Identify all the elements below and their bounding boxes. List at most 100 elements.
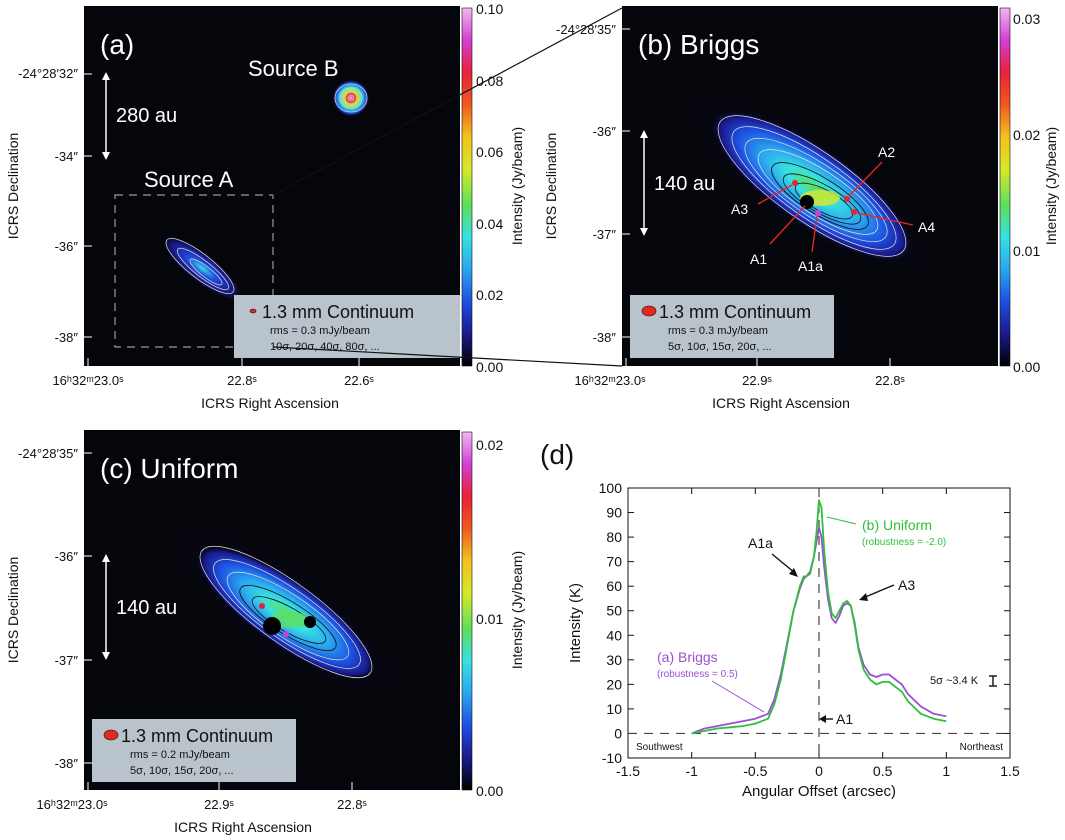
dec-tick: -37″ xyxy=(593,227,617,242)
y-tick-label: 10 xyxy=(606,701,622,717)
y-tick-label: 0 xyxy=(614,725,622,741)
zoom-connector xyxy=(272,346,623,367)
briggs-legend-label: (a) Briggs xyxy=(657,649,718,665)
series-legend: (b) Uniform (robustness = -2.0) (a) Brig… xyxy=(657,516,946,713)
svg-text:0.10: 0.10 xyxy=(476,1,503,17)
ra-tick: 16ʰ32ᵐ23.0ˢ xyxy=(36,797,108,812)
x-tick-label: 0.5 xyxy=(873,763,893,779)
y-tick-label: 60 xyxy=(606,578,622,594)
ra-tick: 16ʰ32ᵐ23.0ˢ xyxy=(52,373,124,388)
peak-a1-blob xyxy=(800,195,814,209)
colorbar-label: Intensity (Jy/beam) xyxy=(509,127,525,245)
peak-label: A1 xyxy=(750,251,767,267)
dec-tick: -24°28′35″ xyxy=(18,446,78,461)
y-tick-label: 20 xyxy=(606,676,622,692)
series-lines xyxy=(691,499,947,735)
svg-text:0.06: 0.06 xyxy=(476,144,503,160)
svg-text:0.02: 0.02 xyxy=(476,437,503,453)
source-a-contours xyxy=(165,238,235,294)
x-axis-label: Angular Offset (arcsec) xyxy=(742,783,896,800)
disk-inner-contours xyxy=(239,584,337,652)
x-axis-label: ICRS Right Ascension xyxy=(174,819,312,835)
panel-b-scalebar xyxy=(640,130,648,236)
zoom-connector xyxy=(272,7,623,196)
uniform-legend-note: (robustness = -2.0) xyxy=(862,537,946,548)
annotation-noise: 5σ ~3.4 K xyxy=(930,675,979,687)
source-b-emission xyxy=(333,80,369,116)
beam-icon xyxy=(641,305,657,317)
peak-pointers xyxy=(757,161,914,253)
panel-c-scalebar-label: 140 au xyxy=(116,597,177,619)
legend-levels: 10σ, 20σ, 40σ, 80σ, ... xyxy=(270,341,380,353)
panel-c-label: (c) Uniform xyxy=(100,453,238,484)
dec-tick: -37″ xyxy=(55,653,79,668)
svg-text:0.01: 0.01 xyxy=(476,611,503,627)
ra-tick: 22.8ˢ xyxy=(337,797,367,812)
colorbar xyxy=(461,7,473,367)
colorbar-ticks: 0.10 0.08 0.06 0.04 0.02 0.00 xyxy=(476,1,503,375)
dec-tick: -24°28′35″ xyxy=(556,22,616,37)
dec-tick: -36″ xyxy=(593,124,617,139)
source-b-label: Source B xyxy=(248,56,339,81)
dec-tick: -38″ xyxy=(55,756,79,771)
legend-rms: rms = 0.2 mJy/beam xyxy=(130,749,230,761)
y-axis-label: Intensity (K) xyxy=(567,583,584,663)
dec-tick: -34″ xyxy=(55,149,79,164)
panel-c-scalebar xyxy=(102,554,110,660)
x-tick-label: 1.5 xyxy=(1000,763,1020,779)
panel-b-ticks xyxy=(622,28,891,366)
briggs-series-line xyxy=(691,526,947,735)
y-tick-label: 70 xyxy=(606,554,622,570)
x-tick-label: 1 xyxy=(942,763,950,779)
dec-tick: -38″ xyxy=(55,330,79,345)
peak-label: A2 xyxy=(878,144,895,160)
legend-title: 1.3 mm Continuum xyxy=(121,726,273,746)
colorbar-label: Intensity (Jy/beam) xyxy=(509,551,525,669)
ra-tick: 16ʰ32ᵐ23.0ˢ xyxy=(574,373,646,388)
y-axis-label: ICRS Declination xyxy=(543,133,559,240)
panel-b-label: (b) Briggs xyxy=(638,29,759,60)
colorbar-ticks: 0.03 0.02 0.01 0.00 xyxy=(1013,11,1040,375)
panel-a: (a) Source B Source A 280 au 1.3 mm Cont… xyxy=(5,1,525,411)
uniform-legend-pointer xyxy=(826,516,857,525)
annotation-a1: A1 xyxy=(836,711,853,727)
ra-tick: 22.6ˢ xyxy=(344,373,374,388)
axis-ticks: -1.5 -1 -0.5 0 0.5 1 1.5 -10 0 10 20 30 40 50 60 70 80 90… xyxy=(599,480,1020,779)
ra-tick: 22.9ˢ xyxy=(204,797,234,812)
annotation-a3: A3 xyxy=(898,577,915,593)
beam-icon xyxy=(249,308,257,314)
svg-text:0.02: 0.02 xyxy=(1013,127,1040,143)
panel-b-scalebar-label: 140 au xyxy=(654,173,715,195)
legend-rms: rms = 0.3 mJy/beam xyxy=(270,325,370,337)
source-a-label: Source A xyxy=(144,167,234,192)
uniform-legend-label: (b) Uniform xyxy=(862,517,932,533)
dec-tick: -36″ xyxy=(55,239,79,254)
ra-tick: 22.9ˢ xyxy=(742,373,772,388)
legend-title: 1.3 mm Continuum xyxy=(659,302,811,322)
y-tick-label: 30 xyxy=(606,652,622,668)
svg-text:0.00: 0.00 xyxy=(476,783,503,799)
svg-text:0.00: 0.00 xyxy=(476,359,503,375)
panel-c: (c) Uniform 140 au 1.3 mm Continuum rms … xyxy=(5,430,525,835)
uniform-series-line xyxy=(691,499,947,735)
annotation-northeast: Northeast xyxy=(960,742,1004,753)
annotation-a1a: A1a xyxy=(748,535,773,551)
colorbar-ticks: 0.02 0.01 0.00 xyxy=(476,437,503,799)
legend-title: 1.3 mm Continuum xyxy=(262,302,414,322)
svg-text:0.03: 0.03 xyxy=(1013,11,1040,27)
y-tick-label: 90 xyxy=(606,505,622,521)
disk-contours xyxy=(717,115,907,257)
svg-text:0.04: 0.04 xyxy=(476,216,503,232)
panel-a-scalebar xyxy=(102,72,110,160)
x-axis-label: ICRS Right Ascension xyxy=(201,395,339,411)
source-b-contours xyxy=(334,83,368,113)
colorbar-label: Intensity (Jy/beam) xyxy=(1043,127,1059,245)
noise-errorbar xyxy=(989,675,997,687)
y-tick-label: 100 xyxy=(599,480,623,496)
peak-a3-blob xyxy=(792,180,798,186)
peak-a1a-blob xyxy=(815,210,821,216)
svg-text:0.01: 0.01 xyxy=(1013,243,1040,259)
legend-rms: rms = 0.3 mJy/beam xyxy=(668,325,768,337)
legend-levels: 5σ, 10σ, 15σ, 20σ, ... xyxy=(130,765,234,777)
y-axis-label: ICRS Declination xyxy=(5,133,21,240)
